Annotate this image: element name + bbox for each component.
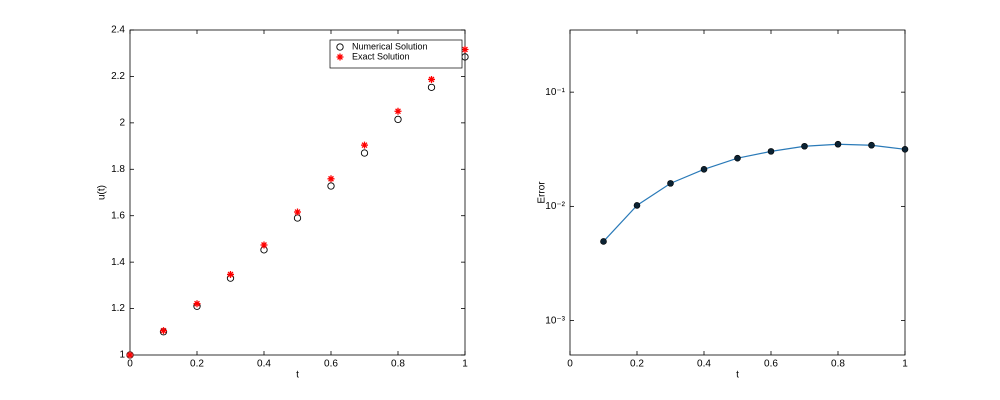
point-marker <box>667 180 674 187</box>
point-marker <box>868 141 875 149</box>
point-marker <box>767 148 775 155</box>
y-axis-label: Error <box>537 181 548 204</box>
y-tick-label: 2 <box>119 117 125 128</box>
point-marker <box>633 202 641 209</box>
y-tick-label: 10⁻¹ <box>545 87 565 98</box>
y-tick-label: 1 <box>119 350 125 361</box>
x-tick-label: 0.8 <box>831 359 845 370</box>
x-tick-label: 0.6 <box>764 359 778 370</box>
x-tick-label: 0 <box>567 359 573 370</box>
x-tick-label: 0.8 <box>391 359 405 370</box>
x-tick-label: 0.4 <box>257 359 271 370</box>
x-tick-label: 0.6 <box>324 359 338 370</box>
circle-marker <box>327 182 335 190</box>
asterisk-marker <box>126 351 134 359</box>
y-tick-label: 1.2 <box>111 303 125 314</box>
circle-marker <box>336 43 344 51</box>
x-tick-label: 0.2 <box>630 359 644 370</box>
asterisk-marker <box>394 107 402 115</box>
asterisk-marker <box>361 141 368 149</box>
circle-marker <box>427 83 436 91</box>
point-marker <box>801 142 808 150</box>
x-axis-label: t <box>296 370 299 381</box>
circle-marker <box>360 149 369 157</box>
legend-label: Exact Solution <box>352 51 410 61</box>
asterisk-marker <box>336 53 344 61</box>
point-marker <box>834 140 842 148</box>
point-marker <box>734 154 741 162</box>
asterisk-marker <box>461 46 469 53</box>
legend-label: Numerical Solution <box>352 41 428 51</box>
asterisk-marker <box>294 208 301 216</box>
asterisk-marker <box>428 75 435 83</box>
x-tick-label: 0.4 <box>697 359 711 370</box>
y-tick-label: 1.4 <box>111 257 125 268</box>
legend-box <box>329 39 463 69</box>
y-tick-label: 2.4 <box>111 25 125 36</box>
asterisk-marker <box>193 300 201 308</box>
asterisk-marker <box>227 270 234 278</box>
y-tick-label: 2.2 <box>111 71 125 82</box>
point-marker <box>901 146 909 153</box>
x-tick-label: 1 <box>462 359 468 370</box>
asterisk-marker <box>160 327 167 335</box>
y-tick-label: 10⁻³ <box>545 315 565 326</box>
plot-frame <box>569 29 906 356</box>
y-tick-label: 1.6 <box>111 210 125 221</box>
circle-marker <box>394 115 402 124</box>
asterisk-marker <box>260 241 268 249</box>
y-tick-label: 1.8 <box>111 164 125 175</box>
x-tick-label: 0 <box>127 359 133 370</box>
x-tick-label: 0.2 <box>190 359 204 370</box>
x-tick-label: 1 <box>902 359 908 370</box>
circle-marker <box>293 214 302 222</box>
point-marker <box>700 166 708 173</box>
x-axis-label: t <box>736 370 739 381</box>
asterisk-marker <box>327 175 335 183</box>
y-axis-label: u(t) <box>97 185 108 200</box>
series-line <box>603 143 906 242</box>
plot-frame <box>129 29 466 356</box>
point-marker <box>600 238 607 245</box>
y-tick-label: 10⁻² <box>545 201 565 212</box>
